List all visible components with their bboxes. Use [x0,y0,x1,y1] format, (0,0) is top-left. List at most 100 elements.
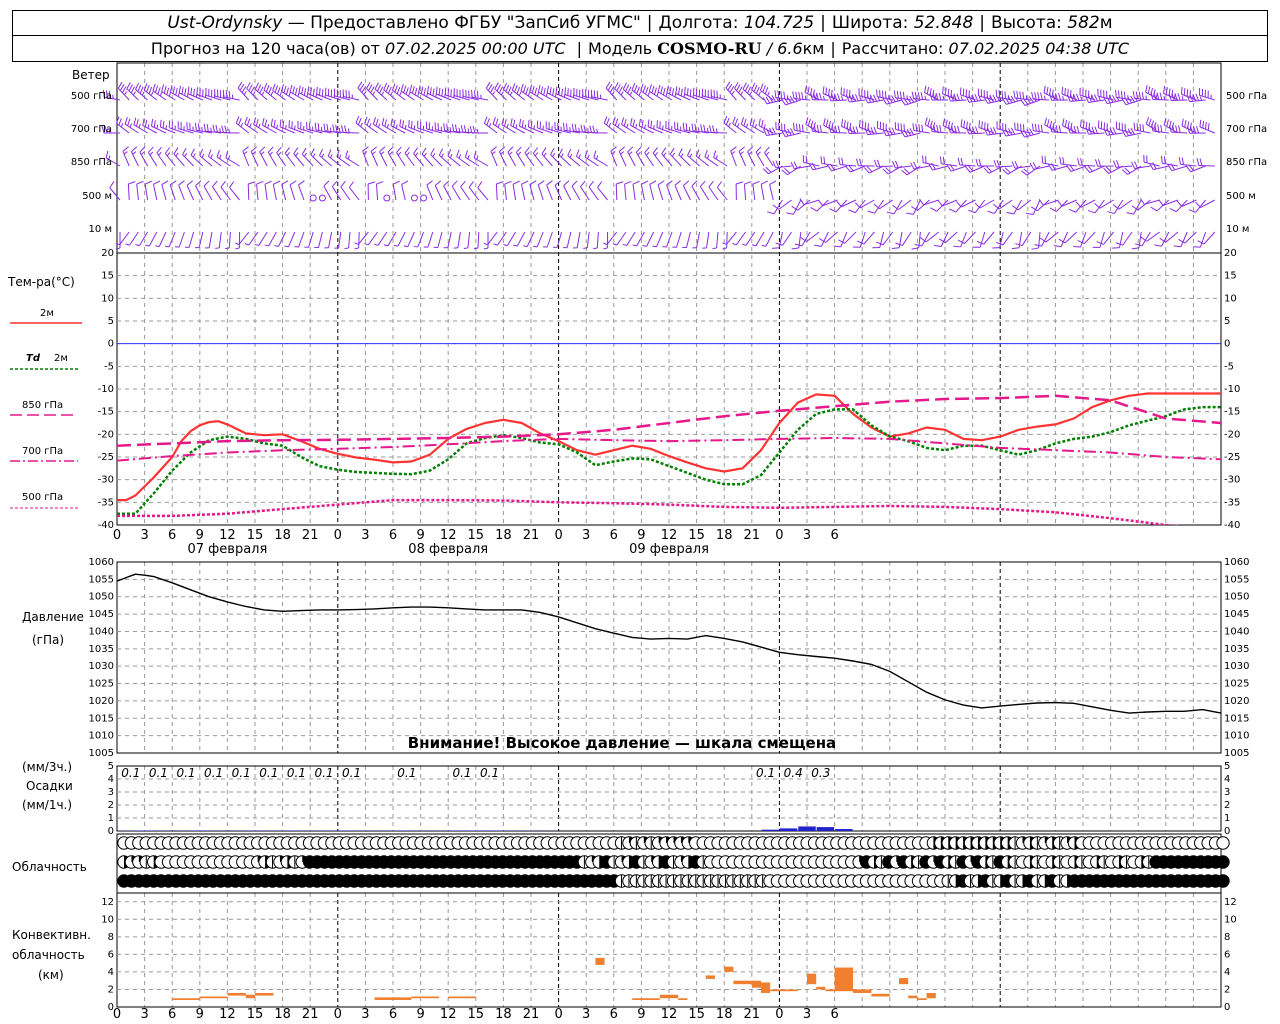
wind-barb-feather [505,84,510,92]
wind-level-850hpa: 850 гПа [71,157,112,168]
wind-barb-feather [838,157,841,165]
wind-barb-feather [427,85,430,94]
wind-barb-feather [825,119,829,127]
forecast-label: Прогноз на 120 часа(ов) от [150,39,380,58]
wind-barb-feather [489,86,495,93]
wind-barb-feather [237,81,243,89]
wind-barb-feather [504,180,512,185]
wind-barb-feather [1174,93,1178,101]
wind-barb-feather [546,85,549,94]
wind-barb [554,185,563,201]
wind-barb [443,185,452,201]
wind-barb-feather [108,90,111,99]
wind-barb-feather [492,116,496,125]
y-tick-label-right: 0 [1224,826,1230,837]
wind-barb-feather [942,156,945,165]
wind-barb [999,231,1004,248]
wind-barb [229,187,240,201]
x-tick-label-bottom: 15 [468,1007,485,1022]
wind-barb-feather [397,151,402,156]
wind-barb-feather [210,127,212,132]
wind-barb-feather [992,126,997,135]
wind-barb-feather [815,94,818,99]
wind-barb-feather [277,151,282,156]
wind-barb-feather [492,91,496,96]
wind-barb-feather [903,129,909,137]
wind-barb-feather [772,160,777,168]
wind-barb-feather [611,91,615,96]
wind-barb-feather [1196,126,1200,134]
wind-barb-feather [629,91,633,96]
wind-barb [340,186,351,201]
wind-barb [278,231,287,247]
wind-barb-feather [1028,96,1034,103]
wind-barb-feather [1131,247,1140,250]
wind-barb-feather [1025,97,1032,104]
wind-barb-feather [488,122,492,128]
x-tick-label-bottom: 6 [830,1007,838,1022]
wind-barb-feather [775,242,783,246]
wind-barb-feather [846,126,850,134]
y-tick-label-left: 1035 [89,644,114,655]
y-tick-label-right: 2 [1224,800,1230,811]
wind-barb-feather [155,245,160,247]
wind-barb-feather [1124,129,1129,136]
wind-barb-feather [801,92,804,100]
wind-barb-feather [1088,95,1093,103]
wind-barb-feather [1157,124,1160,132]
wind-barb-feather [926,86,930,95]
wind-barb-feather [851,94,856,102]
wind-barb-feather [1031,91,1034,100]
wind-barb-feather [316,86,318,95]
wind-barb-feather [261,118,265,126]
wind-barb [576,231,581,248]
wind-barb-feather [152,83,156,91]
wind-barb [782,231,793,246]
wind-barb-feather [150,91,154,96]
y-tick-label-left: -35 [98,497,114,508]
wind-barb-feather [602,242,608,246]
wind-barb-feather [723,116,728,124]
wind-barb-feather [451,180,458,187]
wind-barb-feather [1142,124,1145,132]
wind-barb-feather [1106,96,1111,104]
wind-barb-feather [666,85,669,93]
wind-barb-feather [891,95,896,103]
wind-barb-feather [494,82,499,90]
wind-barb-feather [499,146,506,152]
wind-barb-feather [435,86,438,95]
conv-bar [899,978,909,985]
wind-barb [1184,231,1197,244]
wind-barb-feather [772,204,779,210]
wind-barb [979,231,986,248]
wind-barb-feather [187,86,190,94]
wind-barb-feather [1059,156,1062,165]
wind-barb-feather [978,158,982,167]
conv-bar [678,998,688,1000]
wind-barb-feather [178,85,181,94]
wind-barb-feather [393,244,399,247]
wind-barb-feather [921,124,924,132]
wind-barb-feather [632,119,636,127]
wind-barb [1089,165,1105,173]
wind-barb-feather [537,180,545,186]
wind-barbs-layer [101,81,1216,250]
wind-barb-feather [956,93,960,101]
wind-barb-feather [1131,205,1139,211]
wind-barb-feather [743,118,747,127]
wind-barb [256,184,259,201]
wind-barb-feather [225,150,229,158]
wind-barb-feather [1014,160,1019,169]
wind-barb-feather [241,86,247,93]
wind-barb-feather [140,151,145,155]
wind-barb [716,187,728,201]
wind-barb [1051,131,1068,134]
wind-barb [520,184,526,201]
wind-barb [358,231,360,249]
wind-barb-feather [1069,94,1074,102]
wind-barb-feather [870,95,875,103]
wind-barb-feather [281,180,289,185]
wind-barb-feather [1023,168,1030,174]
wind-barb-feather [654,152,658,156]
wind-barb-feather [454,124,458,132]
